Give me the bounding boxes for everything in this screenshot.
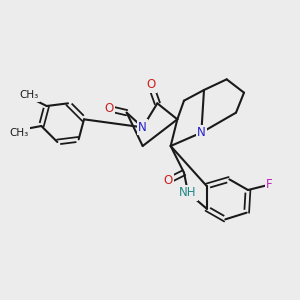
Text: F: F [266,178,273,191]
Text: CH₃: CH₃ [9,128,28,138]
Text: NH: NH [179,186,197,199]
Text: O: O [105,102,114,115]
Text: CH₃: CH₃ [20,90,39,100]
Text: O: O [164,174,172,187]
Text: N: N [138,121,147,134]
Text: N: N [197,126,206,139]
Text: O: O [146,78,155,91]
